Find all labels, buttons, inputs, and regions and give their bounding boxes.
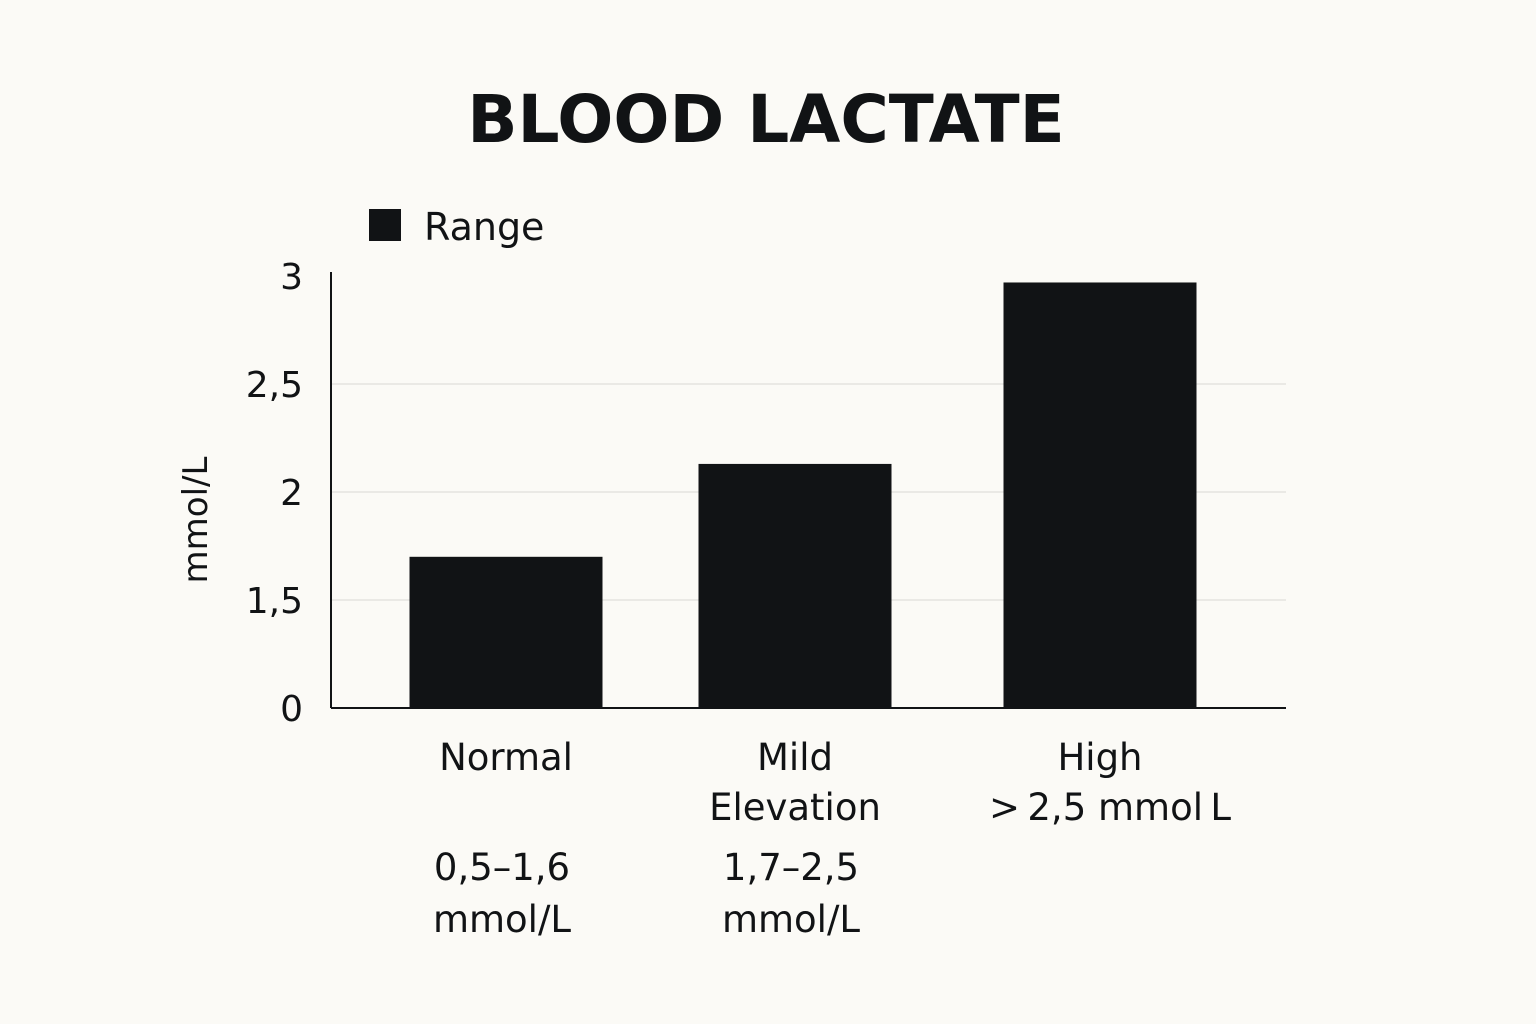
category-range-label: mmol/L bbox=[433, 898, 571, 941]
legend: Range bbox=[369, 205, 544, 249]
y-tick-label: 3 bbox=[280, 257, 303, 298]
chart-title: BLOOD LACTATE bbox=[467, 81, 1065, 158]
category-label: High bbox=[1057, 736, 1142, 779]
category-label: Mild bbox=[757, 736, 833, 779]
legend-label-range: Range bbox=[424, 205, 544, 249]
y-tick-label: 2,5 bbox=[246, 365, 303, 406]
y-tick-labels: 0 1,5 2 2,5 3 bbox=[246, 257, 303, 730]
bars bbox=[409, 282, 1197, 708]
category-range-label: mmol/L bbox=[722, 898, 860, 941]
bar bbox=[698, 463, 892, 708]
y-axis-label: mmol/L bbox=[176, 457, 216, 584]
bar bbox=[409, 556, 603, 708]
category-label: Elevation bbox=[709, 786, 881, 829]
category-label: > 2,5 mmol L bbox=[989, 786, 1231, 829]
bar bbox=[1003, 282, 1197, 708]
y-tick-label: 2 bbox=[280, 473, 303, 514]
legend-swatch bbox=[369, 209, 401, 241]
category-range-label: 1,7–2,5 bbox=[723, 846, 859, 889]
category-range-label: 0,5–1,6 bbox=[434, 846, 570, 889]
category-label: Normal bbox=[439, 736, 573, 779]
y-tick-label: 1,5 bbox=[246, 581, 303, 622]
y-tick-label: 0 bbox=[280, 689, 303, 730]
axes bbox=[330, 272, 1286, 709]
x-category-labels: Normal 0,5–1,6 mmol/L Mild Elevation 1,7–2,5 m… bbox=[433, 736, 1231, 941]
